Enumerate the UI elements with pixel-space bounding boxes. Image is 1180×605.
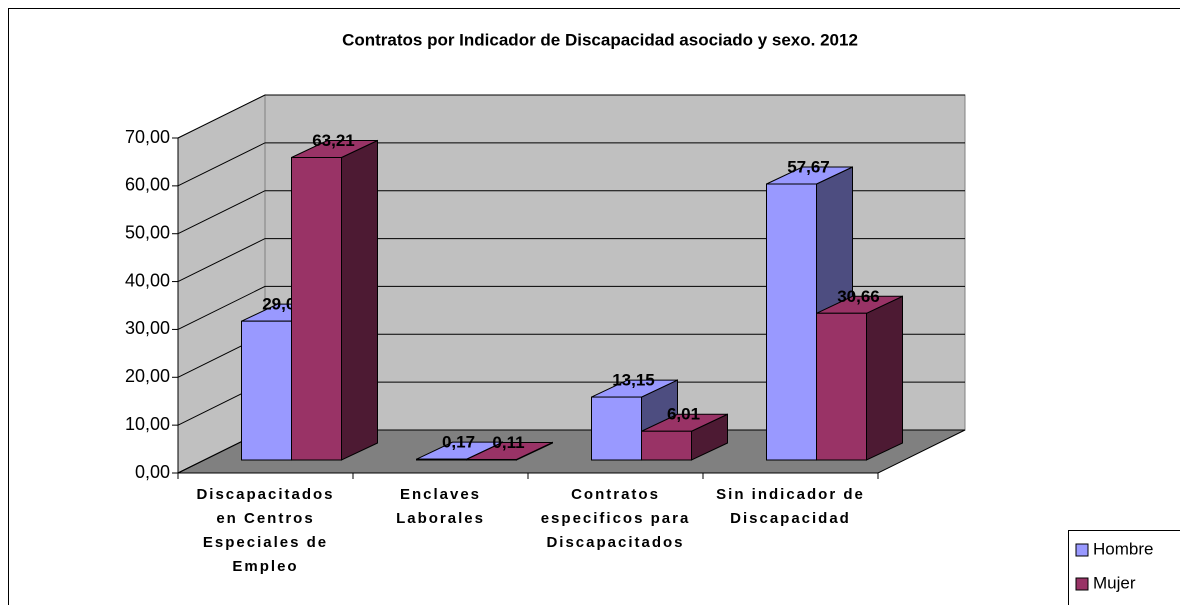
- grid-line: [177, 94, 965, 139]
- value-label: 63,21: [312, 131, 355, 150]
- y-tick-label: 40,00: [125, 270, 170, 290]
- legend-box: [1068, 530, 1180, 605]
- y-tick-label: 30,00: [125, 318, 170, 338]
- value-label: 0,17: [442, 433, 475, 452]
- bar: [766, 183, 817, 461]
- bar: [466, 458, 517, 461]
- grid-line: [177, 190, 965, 235]
- bar: [591, 396, 642, 461]
- y-tick-label: 10,00: [125, 414, 170, 434]
- legend-swatch: [1075, 577, 1089, 591]
- value-label: 6,01: [667, 405, 700, 424]
- x-tick-label: Contratos especificos para Discapacitado…: [540, 486, 691, 551]
- bar: [241, 320, 292, 461]
- x-tick-label: Sin indicador de Discapacidad: [716, 486, 865, 527]
- grid-line: [177, 142, 965, 187]
- bar: [641, 430, 692, 461]
- legend-swatch: [1075, 543, 1089, 557]
- y-tick-label: 20,00: [125, 366, 170, 386]
- value-label: 0,11: [492, 433, 524, 452]
- x-tick-label: Enclaves Laborales: [396, 486, 485, 527]
- y-tick-label: 60,00: [125, 175, 170, 195]
- value-label: 13,15: [612, 371, 655, 390]
- bar: [416, 458, 467, 461]
- bar: [291, 156, 342, 461]
- grid-line: [177, 285, 965, 330]
- bar: [816, 312, 867, 461]
- y-tick-label: 0,00: [135, 462, 170, 482]
- bar-side: [866, 295, 903, 461]
- bar-side: [341, 139, 378, 461]
- grid-line: [177, 238, 965, 283]
- legend-label: Mujer: [1093, 573, 1136, 592]
- y-tick-label: 70,00: [125, 127, 170, 147]
- chart-title: Contratos por Indicador de Discapacidad …: [342, 30, 858, 49]
- value-label: 57,67: [787, 157, 830, 176]
- x-tick-label: Discapacitados en Centros Especiales de …: [196, 486, 335, 575]
- legend-label: Hombre: [1093, 539, 1153, 558]
- value-label: 30,66: [837, 287, 880, 306]
- y-tick-label: 50,00: [125, 222, 170, 242]
